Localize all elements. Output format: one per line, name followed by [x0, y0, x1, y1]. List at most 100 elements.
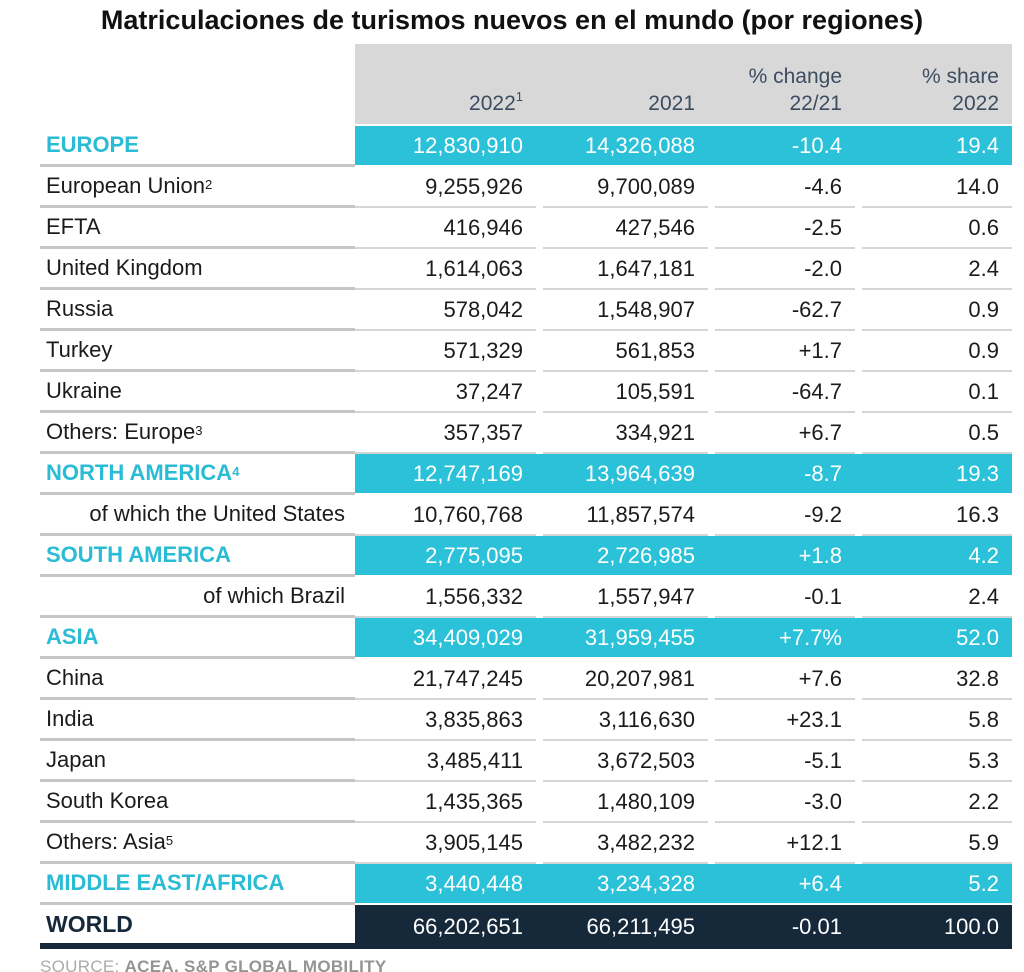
- cell-2021: 3,482,232: [543, 823, 708, 864]
- row-values: 3,905,145 3,482,232 +12.1 5.9: [355, 823, 1012, 864]
- cell-2021: 1,647,181: [543, 249, 708, 290]
- row-brazil: of which Brazil 1,556,332 1,557,947 -0.1…: [40, 577, 1012, 618]
- col-header-share: % share 2022: [921, 65, 999, 115]
- cell-2022: 37,247: [355, 372, 536, 413]
- cell-2022: 1,614,063: [355, 249, 536, 290]
- cell-2021: 11,857,574: [543, 495, 708, 536]
- row-label: United Kingdom: [40, 249, 355, 290]
- row-values: 10,760,768 11,857,574 -9.2 16.3: [355, 495, 1012, 536]
- row-south-america: SOUTH AMERICA 2,775,095 2,726,985 +1.8 4…: [40, 536, 1012, 577]
- cell-2021: 9,700,089: [543, 167, 708, 208]
- row-values: 357,357 334,921 +6.7 0.5: [355, 413, 1012, 454]
- cell-share: 52.0: [956, 624, 999, 650]
- cell-2021: 3,234,328: [597, 870, 695, 896]
- cell-change: -9.2: [715, 495, 855, 536]
- row-values: 571,329 561,853 +1.7 0.9: [355, 331, 1012, 372]
- cell-change: -2.0: [715, 249, 855, 290]
- cell-2021: 427,546: [543, 208, 708, 249]
- row-others-europe: Others: Europe 3 357,357 334,921 +6.7 0.5: [40, 413, 1012, 454]
- cell-2022: 10,760,768: [355, 495, 536, 536]
- cell-2021: 3,672,503: [543, 741, 708, 782]
- cell-2022: 357,357: [355, 413, 536, 454]
- row-europe: EUROPE 12,830,910 14,326,088 -10.4 19.4: [40, 126, 1012, 167]
- cell-2022: 1,556,332: [355, 577, 536, 618]
- cell-change: -3.0: [715, 782, 855, 823]
- row-values: 34,409,029 31,959,455 +7.7% 52.0: [355, 618, 1012, 657]
- cell-share: 0.9: [862, 331, 1012, 372]
- cell-2022: 3,485,411: [355, 741, 536, 782]
- row-values: 416,946 427,546 -2.5 0.6: [355, 208, 1012, 249]
- cell-change: -62.7: [715, 290, 855, 331]
- cell-2022: 12,747,169: [412, 460, 523, 486]
- row-china: China 21,747,245 20,207,981 +7.6 32.8: [40, 659, 1012, 700]
- row-india: India 3,835,863 3,116,630 +23.1 5.8: [40, 700, 1012, 741]
- cell-2022: 9,255,926: [355, 167, 536, 208]
- cell-2022: 2,775,095: [425, 542, 523, 568]
- row-values: 578,042 1,548,907 -62.7 0.9: [355, 290, 1012, 331]
- table-header-row: 20221 2021 % change 22/21 % share 2022: [40, 44, 1012, 124]
- cell-change: -2.5: [715, 208, 855, 249]
- row-label: India: [40, 700, 355, 741]
- col-header-change: % change 22/21: [748, 65, 842, 115]
- cell-share: 0.6: [862, 208, 1012, 249]
- row-label: SOUTH AMERICA: [40, 536, 355, 577]
- row-label: China: [40, 659, 355, 700]
- row-label: Others: Europe 3: [40, 413, 355, 454]
- cell-2021: 66,211,495: [586, 914, 695, 939]
- cell-change: -5.1: [715, 741, 855, 782]
- cell-2022: 66,202,651: [412, 914, 523, 939]
- cell-2021: 105,591: [543, 372, 708, 413]
- cell-change: -4.6: [715, 167, 855, 208]
- row-south-korea: South Korea 1,435,365 1,480,109 -3.0 2.2: [40, 782, 1012, 823]
- cell-share: 16.3: [862, 495, 1012, 536]
- source-prefix: SOURCE:: [40, 957, 120, 972]
- row-values: 3,485,411 3,672,503 -5.1 5.3: [355, 741, 1012, 782]
- row-japan: Japan 3,485,411 3,672,503 -5.1 5.3: [40, 741, 1012, 782]
- row-european-union: European Union 2 9,255,926 9,700,089 -4.6…: [40, 167, 1012, 208]
- cell-change: +7.6: [715, 659, 855, 700]
- cell-2021: 2,726,985: [597, 542, 695, 568]
- cell-2022: 571,329: [355, 331, 536, 372]
- row-turkey: Turkey 571,329 561,853 +1.7 0.9: [40, 331, 1012, 372]
- col-header-2021: 2021: [648, 92, 695, 115]
- row-values: 3,440,448 3,234,328 +6.4 5.2: [355, 864, 1012, 903]
- cell-2022: 3,905,145: [355, 823, 536, 864]
- cell-share: 0.5: [862, 413, 1012, 454]
- row-values: 12,830,910 14,326,088 -10.4 19.4: [355, 126, 1012, 165]
- cell-share: 100.0: [943, 914, 999, 939]
- source-line: SOURCE: ACEA, S&P GLOBAL MOBILITY: [40, 957, 1024, 972]
- page-title: Matriculaciones de turismos nuevos en el…: [100, 5, 924, 35]
- cell-2022: 3,835,863: [355, 700, 536, 741]
- row-russia: Russia 578,042 1,548,907 -62.7 0.9: [40, 290, 1012, 331]
- source-text: ACEA, S&P GLOBAL MOBILITY: [124, 957, 387, 972]
- cell-share: 2.4: [862, 577, 1012, 618]
- row-label: Ukraine: [40, 372, 355, 413]
- cell-change: -0.1: [715, 577, 855, 618]
- cell-2021: 20,207,981: [543, 659, 708, 700]
- cell-share: 19.3: [956, 460, 999, 486]
- cell-share: 5.2: [968, 870, 999, 896]
- cell-share: 2.4: [862, 249, 1012, 290]
- row-middle-east-africa: MIDDLE EAST/AFRICA 3,440,448 3,234,328 +…: [40, 864, 1012, 905]
- row-label: of which Brazil: [40, 577, 355, 618]
- cell-2022: 578,042: [355, 290, 536, 331]
- row-label: Russia: [40, 290, 355, 331]
- cell-share: 19.4: [956, 132, 999, 158]
- cell-share: 4.2: [968, 542, 999, 568]
- cell-change: +23.1: [715, 700, 855, 741]
- cell-2021: 1,480,109: [543, 782, 708, 823]
- row-label: WORLD: [40, 905, 355, 949]
- cell-2021: 31,959,455: [584, 624, 695, 650]
- cell-2022: 1,435,365: [355, 782, 536, 823]
- cell-share: 5.3: [862, 741, 1012, 782]
- cell-change: -64.7: [715, 372, 855, 413]
- row-asia: ASIA 34,409,029 31,959,455 +7.7% 52.0: [40, 618, 1012, 659]
- row-others-asia: Others: Asia 5 3,905,145 3,482,232 +12.1 …: [40, 823, 1012, 864]
- cell-2021: 1,557,947: [543, 577, 708, 618]
- row-north-america: NORTH AMERICA 4 12,747,169 13,964,639 -8.…: [40, 454, 1012, 495]
- cell-change: -0.01: [791, 914, 842, 939]
- cell-share: 5.9: [862, 823, 1012, 864]
- row-united-states: of which the United States 10,760,768 11…: [40, 495, 1012, 536]
- cell-share: 0.1: [862, 372, 1012, 413]
- cell-change: +6.4: [798, 870, 842, 896]
